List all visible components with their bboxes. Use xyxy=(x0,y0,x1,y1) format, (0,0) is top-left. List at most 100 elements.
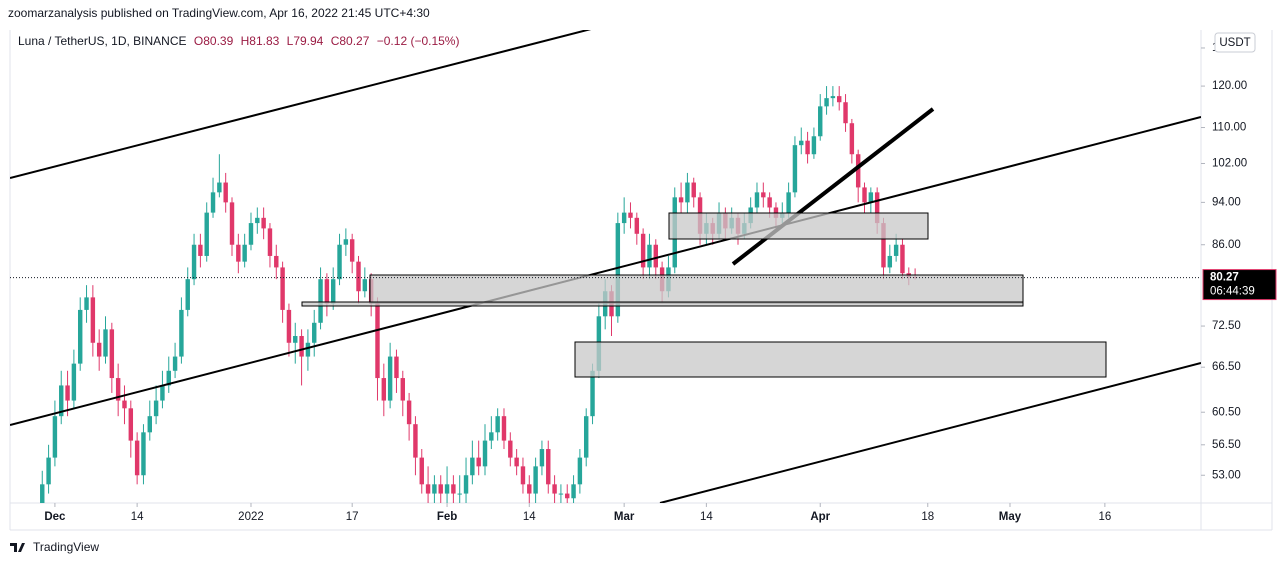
ohlc-value: 79.94 xyxy=(293,34,323,48)
candle-body xyxy=(179,309,184,357)
candle-body xyxy=(799,140,804,146)
trend-line xyxy=(659,362,1201,503)
currency-box[interactable] xyxy=(1214,32,1256,53)
candle-body xyxy=(444,484,450,494)
candle-body xyxy=(539,449,545,467)
y-tick-label: 110.00 xyxy=(1212,122,1246,134)
candle-body xyxy=(406,400,412,425)
candle-body xyxy=(634,217,640,234)
candle-body xyxy=(375,303,380,379)
candle-body xyxy=(299,336,304,357)
candle-body xyxy=(552,484,557,494)
x-tick-label: 14 xyxy=(131,511,144,523)
candle-body xyxy=(236,244,241,262)
last-price-box xyxy=(1202,269,1277,301)
candle-body xyxy=(590,370,595,417)
header: zoomarzanalysis published on TradingView… xyxy=(8,6,430,20)
candle-body xyxy=(830,96,836,99)
candle-body xyxy=(318,279,323,323)
candle-body xyxy=(818,106,823,137)
candle-body xyxy=(280,267,285,310)
candle-body xyxy=(217,182,222,193)
candle-body xyxy=(767,197,772,208)
x-tick-label: Mar xyxy=(614,511,635,523)
ohlc-label: L xyxy=(287,34,294,48)
candle-body xyxy=(293,336,298,343)
candle-body xyxy=(476,457,481,467)
candle-body xyxy=(868,192,874,203)
candle-body xyxy=(881,223,886,268)
candle-body xyxy=(577,457,583,485)
ohlc-label: C xyxy=(331,34,340,48)
candle-body xyxy=(621,212,627,224)
candle-body xyxy=(59,385,64,417)
candle-body xyxy=(115,378,121,401)
candle-body xyxy=(52,416,58,458)
candle-body xyxy=(160,385,165,401)
candle-body xyxy=(432,484,437,494)
candle-body xyxy=(356,261,361,292)
x-tick-label: 14 xyxy=(700,511,713,523)
y-tick-label: 66.50 xyxy=(1212,361,1241,373)
change: −0.12 (−0.15%) xyxy=(377,34,460,48)
x-tick-label: 16 xyxy=(1098,511,1111,523)
candle-body xyxy=(583,416,589,458)
x-tick-label: Feb xyxy=(437,511,457,523)
candle-body xyxy=(65,385,70,401)
candle-body xyxy=(198,244,203,256)
candle-body xyxy=(330,279,336,304)
candle-body xyxy=(103,329,108,357)
candle-body xyxy=(96,342,102,357)
candle-body xyxy=(691,182,696,198)
y-tick-label: 120.00 xyxy=(1212,80,1247,92)
candle-body xyxy=(343,239,349,245)
candle-body xyxy=(849,123,855,155)
candle-body xyxy=(223,182,228,203)
candle-body xyxy=(438,484,443,494)
x-tick-label: 18 xyxy=(921,511,934,523)
candle-body xyxy=(887,255,893,268)
zone xyxy=(369,274,1024,304)
candle-body xyxy=(495,416,500,433)
candle-body xyxy=(413,424,418,458)
candle-body xyxy=(387,356,393,401)
candle-body xyxy=(843,102,848,124)
candle-body xyxy=(685,182,690,203)
last-price-label: 80.27 xyxy=(1210,272,1239,284)
candle-body xyxy=(482,440,488,467)
candle-body xyxy=(862,187,867,203)
footer: TradingView xyxy=(33,540,99,554)
x-tick-label: 17 xyxy=(346,511,359,523)
symbol: Luna / TetherUS, 1D, BINANCE xyxy=(18,34,187,48)
ohlc-value: 80.39 xyxy=(203,34,233,48)
candle-body xyxy=(90,297,96,343)
candle-body xyxy=(324,279,330,304)
candle-body xyxy=(267,228,273,256)
candle-body xyxy=(349,239,355,262)
candle-body xyxy=(337,244,342,280)
ohlc-label: H xyxy=(241,34,250,48)
candle-body xyxy=(761,192,766,198)
candle-body xyxy=(501,416,507,441)
candle-body xyxy=(128,408,134,441)
candle-body xyxy=(122,400,127,409)
candle-body xyxy=(255,217,260,224)
candle-body xyxy=(362,279,368,292)
quote: Luna / TetherUS, 1D, BINANCE O80.39 H81.… xyxy=(18,34,459,48)
candle-body xyxy=(786,192,791,213)
x-tick-label: Dec xyxy=(44,511,66,523)
candle-body xyxy=(489,432,494,441)
candle-body xyxy=(640,233,646,268)
axes: 53.00 56.50 60.50 66.50 72.50 86.00 94.00 102.0… xyxy=(44,42,1247,523)
candle-body xyxy=(836,96,842,103)
ohlc-value: 80.27 xyxy=(339,34,369,48)
candle-body xyxy=(451,484,456,494)
candle-body xyxy=(470,457,475,476)
candle-body xyxy=(305,342,311,357)
candle-body xyxy=(172,356,178,371)
candle-body xyxy=(874,192,880,224)
logo: TradingView xyxy=(10,540,99,554)
candle-body xyxy=(653,244,658,268)
candle-body xyxy=(893,244,899,256)
